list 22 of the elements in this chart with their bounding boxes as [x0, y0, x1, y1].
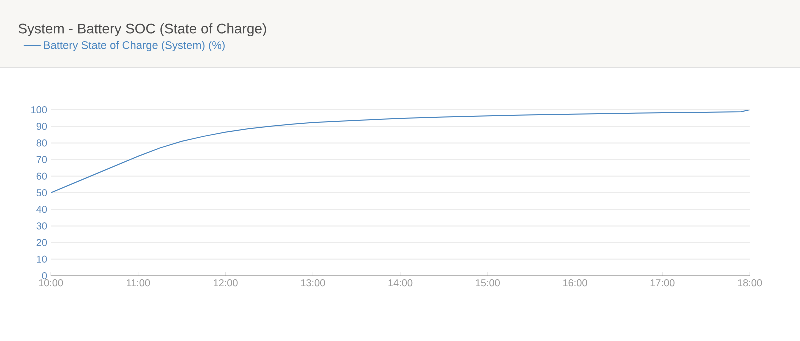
y-tick-label: 60	[36, 172, 48, 180]
y-tick-label: 50	[36, 189, 48, 197]
y-tick-label: 80	[36, 140, 48, 147]
x-tick-label: 15:00	[476, 280, 500, 287]
y-tick-label: 100	[32, 106, 48, 114]
y-tick-label: 70	[36, 156, 48, 164]
x-tick-label: 17:00	[650, 280, 675, 287]
chart-title: System - Battery SOC (State of Charge)	[18, 23, 266, 37]
x-tick-label: 16:00	[564, 280, 588, 287]
x-tick-label: 14:00	[388, 280, 413, 287]
x-tick-label: 11:00	[127, 280, 150, 287]
y-tick-label: 30	[36, 222, 48, 230]
x-tick-label: 13:00	[301, 280, 326, 287]
y-tick-label: 20	[36, 239, 48, 246]
x-tick-label: 18:00	[738, 280, 762, 287]
y-tick-label: 90	[36, 123, 48, 130]
legend-label: Battery State of Charge (System) (%)	[44, 41, 225, 52]
x-tick-label: 12:00	[214, 280, 238, 287]
y-tick-label: 10	[37, 256, 48, 263]
x-tick-label: 10:00	[39, 280, 64, 287]
y-tick-label: 0	[42, 272, 48, 280]
y-tick-label: 40	[36, 206, 48, 214]
